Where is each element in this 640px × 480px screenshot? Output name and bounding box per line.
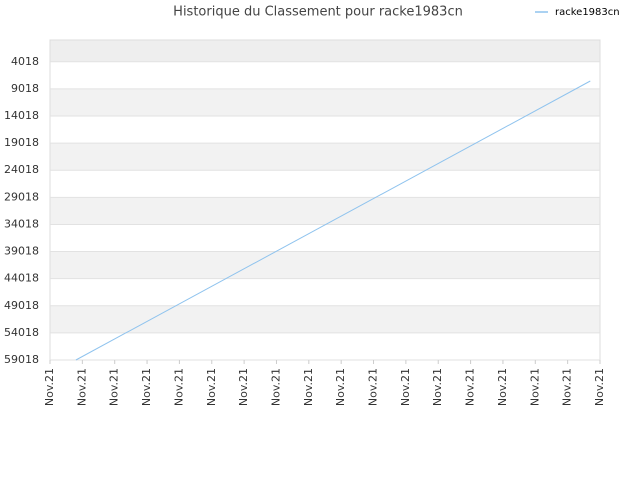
y-tick-label: 59018 bbox=[4, 353, 39, 366]
y-tick-label: 4018 bbox=[11, 55, 39, 68]
x-tick-label: Nov.21 bbox=[334, 368, 347, 406]
x-tick-label: Nov.21 bbox=[302, 368, 315, 406]
x-tick-label: Nov.21 bbox=[561, 368, 574, 406]
y-tick-label: 19018 bbox=[4, 136, 39, 149]
x-tick-label: Nov.21 bbox=[140, 368, 153, 406]
grid-band bbox=[50, 88, 600, 117]
grid-band bbox=[50, 197, 600, 225]
y-tick-label: 9018 bbox=[11, 82, 39, 95]
y-tick-label: 49018 bbox=[4, 299, 39, 312]
x-tick-label: Nov.21 bbox=[528, 368, 541, 406]
y-tick-label: 44018 bbox=[4, 272, 39, 285]
y-tick-label: 54018 bbox=[4, 326, 39, 339]
x-tick-label: Nov.21 bbox=[108, 368, 121, 406]
x-tick-label: Nov.21 bbox=[237, 368, 250, 406]
x-tick-label: Nov.21 bbox=[269, 368, 282, 406]
chart-title: Historique du Classement pour racke1983c… bbox=[173, 5, 463, 20]
x-tick-label: Nov.21 bbox=[75, 368, 88, 406]
grid-band bbox=[50, 251, 600, 279]
x-tick-label: Nov.21 bbox=[205, 368, 218, 406]
y-tick-label: 24018 bbox=[4, 163, 39, 176]
x-tick-label: Nov.21 bbox=[496, 368, 509, 406]
x-tick-label: Nov.21 bbox=[172, 368, 185, 406]
y-tick-label: 14018 bbox=[4, 109, 39, 122]
x-tick-label: Nov.21 bbox=[593, 368, 606, 406]
x-tick-label: Nov.21 bbox=[367, 368, 380, 406]
y-tick-label: 34018 bbox=[4, 217, 39, 230]
x-tick-label: Nov.21 bbox=[43, 368, 56, 406]
x-tick-label: Nov.21 bbox=[431, 368, 444, 406]
grid-band bbox=[50, 40, 600, 62]
y-tick-label: 29018 bbox=[4, 190, 39, 203]
grid-band bbox=[50, 305, 600, 333]
x-tick-label: Nov.21 bbox=[399, 368, 412, 406]
series-line bbox=[75, 80, 591, 361]
y-tick-label: 39018 bbox=[4, 245, 39, 258]
grid-band bbox=[50, 143, 600, 171]
legend-label: racke1983cn bbox=[555, 7, 620, 18]
x-tick-label: Nov.21 bbox=[464, 368, 477, 406]
